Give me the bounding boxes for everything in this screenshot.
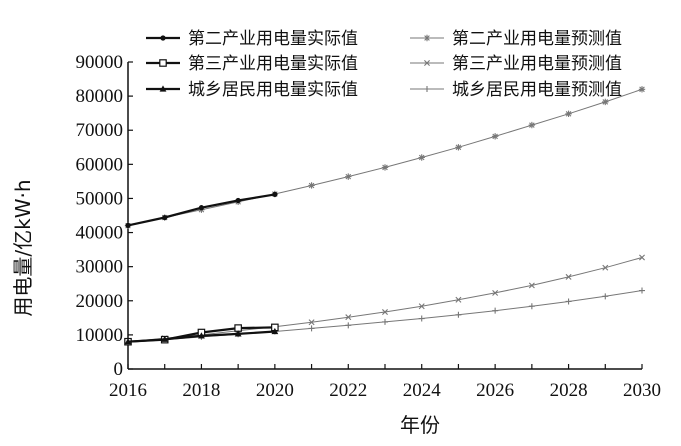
legend-label: 城乡居民用电量预测值 [452, 80, 622, 100]
series-0 [125, 191, 278, 228]
x-tick-label: 2022 [329, 380, 367, 401]
data-point [381, 164, 389, 171]
data-point [528, 303, 535, 310]
data-point [198, 332, 205, 339]
data-point [602, 293, 609, 300]
legend-label: 第三产业用电量实际值 [188, 54, 358, 74]
y-axis-title: 用电量/亿kW·h [11, 179, 35, 316]
y-tick-label: 40000 [76, 223, 124, 244]
data-point [565, 110, 572, 118]
y-tick-label: 50000 [76, 188, 124, 209]
data-point [418, 154, 425, 161]
tick-marks: 0 10000 20000 30000 40000 50000 60000 70000 8000… [76, 52, 662, 401]
data-point [528, 282, 535, 289]
y-tick-label: 90000 [76, 52, 124, 73]
legend-label: 第二产业用电量预测值 [452, 29, 622, 49]
y-tick-label: 20000 [76, 291, 124, 312]
x-tick-label: 2028 [550, 380, 588, 401]
legend-marker [159, 85, 167, 92]
data-point [528, 121, 536, 129]
legend-item: 第二产业用电量实际值 [146, 29, 358, 49]
data-point [492, 307, 499, 314]
y-tick-label: 0 [114, 359, 124, 380]
data-point [308, 319, 315, 326]
data-point [638, 86, 646, 93]
data-point [602, 98, 609, 106]
legend-label: 城乡居民用电量实际值 [188, 80, 358, 100]
data-point [162, 214, 168, 221]
legend-marker [423, 34, 431, 42]
legend-item: 第三产业用电量预测值 [410, 54, 622, 74]
y-tick-label: 60000 [76, 154, 124, 175]
legend-item: 第二产业用电量预测值 [410, 29, 622, 49]
series-line [127, 88, 643, 227]
data-point [345, 322, 352, 329]
data-point [455, 311, 462, 318]
legend-marker [424, 86, 430, 92]
legend-marker [424, 60, 430, 66]
y-tick-label: 10000 [76, 325, 124, 346]
data-point [602, 264, 609, 271]
x-tick-label: 2030 [623, 380, 661, 401]
data-point [492, 289, 499, 296]
x-tick-label: 2016 [109, 380, 147, 401]
data-point [235, 197, 241, 204]
data-point [345, 173, 352, 180]
y-tick-label: 30000 [76, 257, 124, 278]
data-point [198, 205, 205, 211]
legend-label: 第二产业用电量实际值 [188, 29, 358, 49]
x-tick-label: 2024 [403, 380, 442, 401]
legend-item: 城乡居民用电量预测值 [410, 80, 622, 100]
data-point [565, 273, 572, 280]
data-point [639, 287, 645, 294]
y-tick-label: 80000 [76, 86, 124, 107]
data-point [234, 330, 242, 337]
data-point [382, 318, 388, 325]
series-2 [124, 327, 279, 345]
data-point [125, 222, 131, 228]
plot-area [124, 86, 646, 346]
data-point [418, 303, 425, 310]
y-tick-label: 70000 [76, 120, 124, 141]
data-point [565, 298, 572, 305]
legend-item: 第三产业用电量实际值 [146, 54, 358, 74]
data-point [308, 182, 315, 189]
legend-item: 城乡居民用电量实际值 [146, 80, 358, 100]
data-point [639, 254, 645, 261]
data-point [455, 144, 462, 151]
x-tick-label: 2020 [256, 380, 294, 401]
data-point [418, 315, 425, 322]
x-tick-label: 2026 [476, 380, 514, 401]
data-point [161, 335, 169, 342]
legend-marker [160, 35, 166, 41]
legend-label: 第三产业用电量预测值 [452, 54, 622, 74]
data-point [308, 325, 315, 332]
data-point [455, 296, 462, 303]
data-point [124, 338, 132, 345]
data-point [345, 314, 352, 321]
x-tick-label: 2018 [182, 380, 220, 401]
x-axis-title: 年份 [400, 413, 440, 437]
data-point [271, 327, 279, 335]
legend-marker [159, 59, 167, 67]
data-point [272, 191, 278, 197]
data-point [491, 133, 499, 140]
data-point [382, 309, 388, 316]
